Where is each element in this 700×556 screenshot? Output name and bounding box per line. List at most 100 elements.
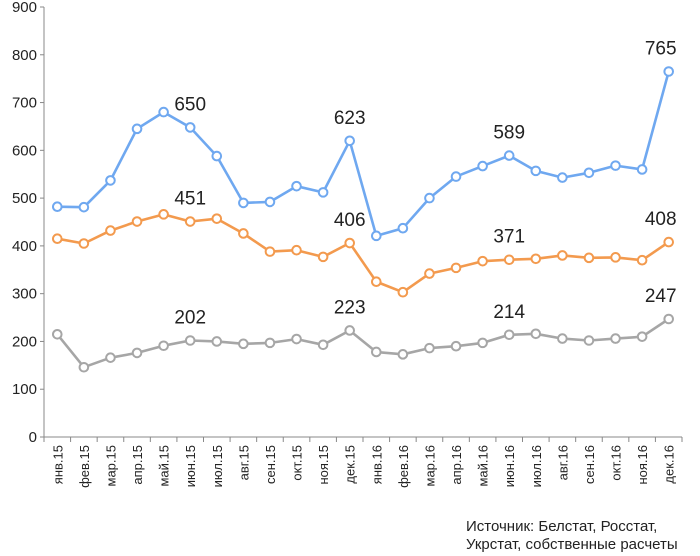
y-tick-label: 700: [12, 95, 37, 112]
data-point: [78, 201, 90, 213]
data-label: 589: [493, 123, 525, 144]
data-point: [450, 262, 462, 274]
data-point: [397, 222, 409, 234]
y-tick-label: 600: [12, 142, 37, 159]
data-point: [503, 254, 515, 266]
data-point: [397, 349, 409, 360]
y-tick-label: 800: [12, 47, 37, 64]
data-point: [158, 340, 169, 352]
x-tick-label: фев.15: [77, 445, 92, 488]
y-tick-label: 200: [12, 333, 37, 350]
data-point: [317, 251, 329, 263]
data-point: [317, 187, 329, 198]
x-tick-label: окт.15: [290, 445, 305, 481]
series-line: [56, 317, 670, 369]
data-point: [131, 347, 143, 359]
data-point: [184, 216, 196, 227]
data-point: [131, 216, 143, 227]
data-point: [503, 150, 515, 161]
data-point: [424, 342, 435, 354]
data-point: [503, 329, 515, 341]
data-point: [583, 167, 595, 179]
data-point: [51, 328, 63, 340]
x-tick-label: июн.15: [183, 445, 198, 487]
data-point: [370, 276, 382, 288]
data-point: [636, 254, 648, 266]
data-label: 214: [493, 302, 525, 323]
data-point: [238, 338, 249, 350]
data-point: [663, 236, 675, 248]
x-tick-label: дек.15: [343, 445, 358, 484]
x-tick-label: май.15: [157, 445, 172, 487]
y-tick-label: 400: [12, 238, 37, 255]
x-tick-label: окт.16: [609, 445, 624, 481]
source-note: Источник: Белстат, Росстат, Укрстат, соб…: [466, 518, 698, 554]
source-line-1: Источник: Белстат, Росстат,: [466, 518, 658, 535]
x-tick-label: ноя.15: [316, 445, 331, 485]
data-point: [530, 328, 542, 340]
data-point: [344, 237, 356, 249]
data-point: [477, 255, 488, 267]
data-label: 650: [174, 94, 206, 115]
x-tick-label: апр.16: [449, 445, 464, 485]
data-label: 223: [334, 297, 366, 318]
data-point: [264, 246, 276, 257]
data-label: 408: [645, 209, 677, 230]
x-tick-label: мар.16: [422, 445, 437, 486]
y-tick-label: 100: [12, 381, 37, 398]
data-point: [583, 252, 595, 264]
data-point: [424, 192, 435, 204]
data-point: [477, 160, 488, 172]
data-point: [557, 172, 568, 183]
data-point: [291, 180, 302, 192]
x-tick-label: сен.16: [582, 445, 597, 484]
data-point: [557, 333, 568, 344]
data-point: [663, 66, 675, 77]
source-line-2: Укрстат, собственные расчеты: [466, 536, 678, 553]
data-point: [78, 238, 90, 249]
data-label: 451: [174, 189, 206, 210]
data-label: 371: [493, 227, 525, 248]
data-label: 406: [334, 210, 366, 231]
data-point: [105, 225, 116, 236]
x-tick-label: мар.15: [103, 445, 118, 486]
data-point: [450, 340, 462, 352]
y-tick-label: 500: [12, 190, 37, 207]
data-point: [397, 286, 409, 298]
data-point: [477, 337, 488, 349]
data-point: [291, 333, 302, 345]
data-point: [663, 313, 675, 325]
data-point: [344, 135, 356, 147]
x-tick-label: авг.16: [555, 445, 570, 480]
data-point: [450, 171, 462, 182]
x-tick-label: сен.15: [263, 445, 278, 484]
data-point: [583, 335, 595, 346]
x-tick-label: июл.15: [210, 445, 225, 487]
data-point: [636, 164, 648, 175]
data-label: 247: [645, 286, 677, 307]
data-point: [530, 165, 542, 177]
data-point: [370, 346, 382, 358]
data-point: [370, 230, 382, 242]
data-point: [238, 228, 249, 239]
data-point: [184, 122, 196, 133]
x-tick-label: апр.15: [130, 445, 145, 485]
data-point: [264, 337, 276, 349]
data-point: [211, 213, 223, 224]
y-tick-label: 900: [12, 0, 37, 16]
data-point: [636, 331, 648, 342]
x-tick-label: ноя.16: [635, 445, 650, 485]
data-point: [557, 250, 568, 261]
x-tick-label: дек.16: [662, 445, 677, 484]
x-tick-label: янв.16: [369, 445, 384, 484]
data-point: [158, 106, 169, 118]
data-point: [238, 197, 249, 209]
data-point: [211, 150, 223, 162]
line-chart: 0 100 200 300 400 500 600 700 800 900 янв.15 фев.15…: [12, 0, 683, 488]
y-tick-label: 0: [29, 429, 37, 446]
data-label: 765: [645, 39, 677, 60]
data-point: [317, 339, 329, 351]
data-point: [530, 253, 542, 265]
x-tick-label: авг.15: [236, 445, 251, 480]
data-label: 202: [174, 307, 206, 328]
